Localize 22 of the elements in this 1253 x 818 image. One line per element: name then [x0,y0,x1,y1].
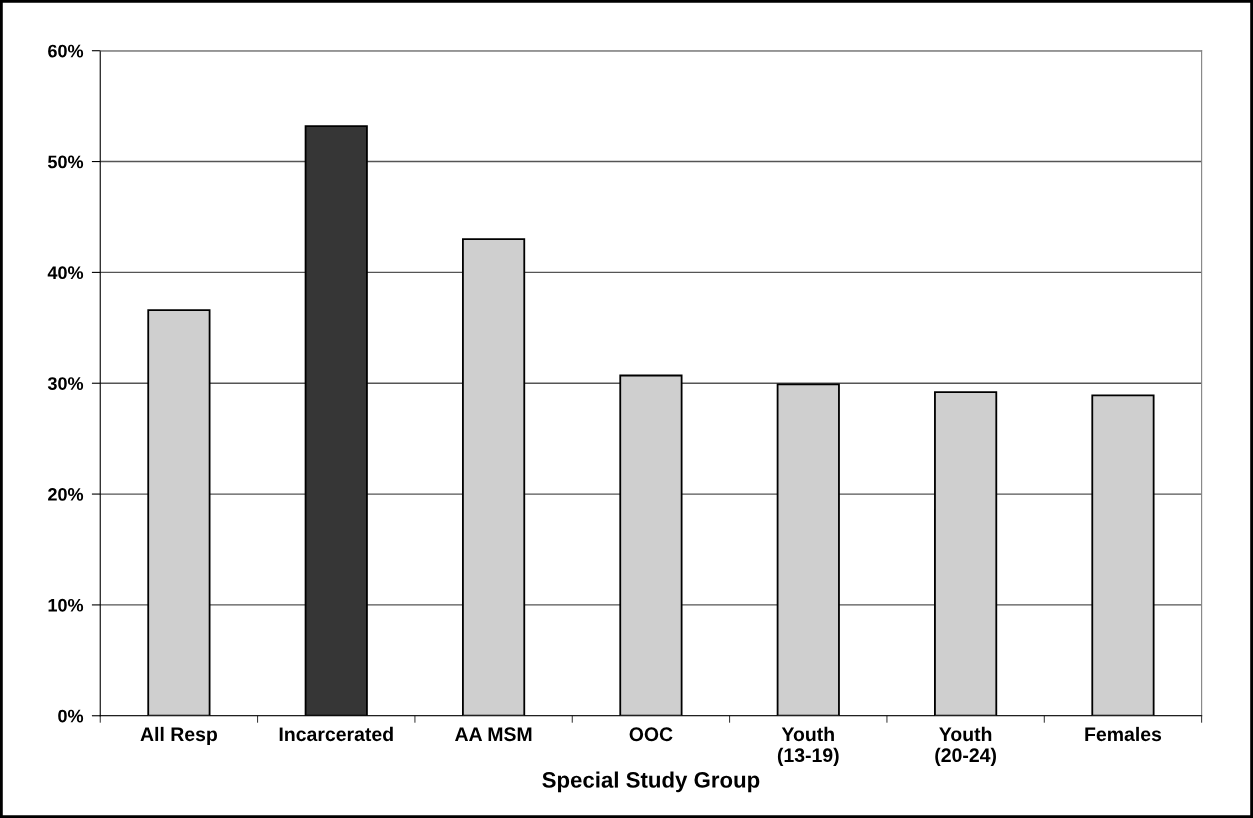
x-tick-label: Incarcerated [279,726,393,742]
x-tick-label: Youth (13-19) [777,726,839,766]
y-tick-label: 0% [58,709,84,723]
bar [304,125,368,716]
x-tick-label: Females [1085,726,1162,742]
y-tick-label: 30% [47,377,84,390]
bar [462,238,526,716]
x-tick-label: Youth (20-24) [935,726,996,766]
y-tick-label: 20% [48,488,84,501]
x-tick-label: OOC [629,727,673,742]
x-tick-label: AA MSM [455,727,532,742]
bar [1091,394,1155,716]
bar [776,383,840,716]
y-tick-label: 60% [48,44,84,58]
y-tick-label: 50% [47,155,84,169]
y-tick-label: 10% [48,598,84,612]
x-tick-label: All Resp [140,726,218,745]
x-axis-title: Special Study Group [542,771,760,793]
bar [147,309,211,716]
y-tick-label: 40% [47,266,84,280]
bar [934,391,998,716]
bar [619,374,683,716]
